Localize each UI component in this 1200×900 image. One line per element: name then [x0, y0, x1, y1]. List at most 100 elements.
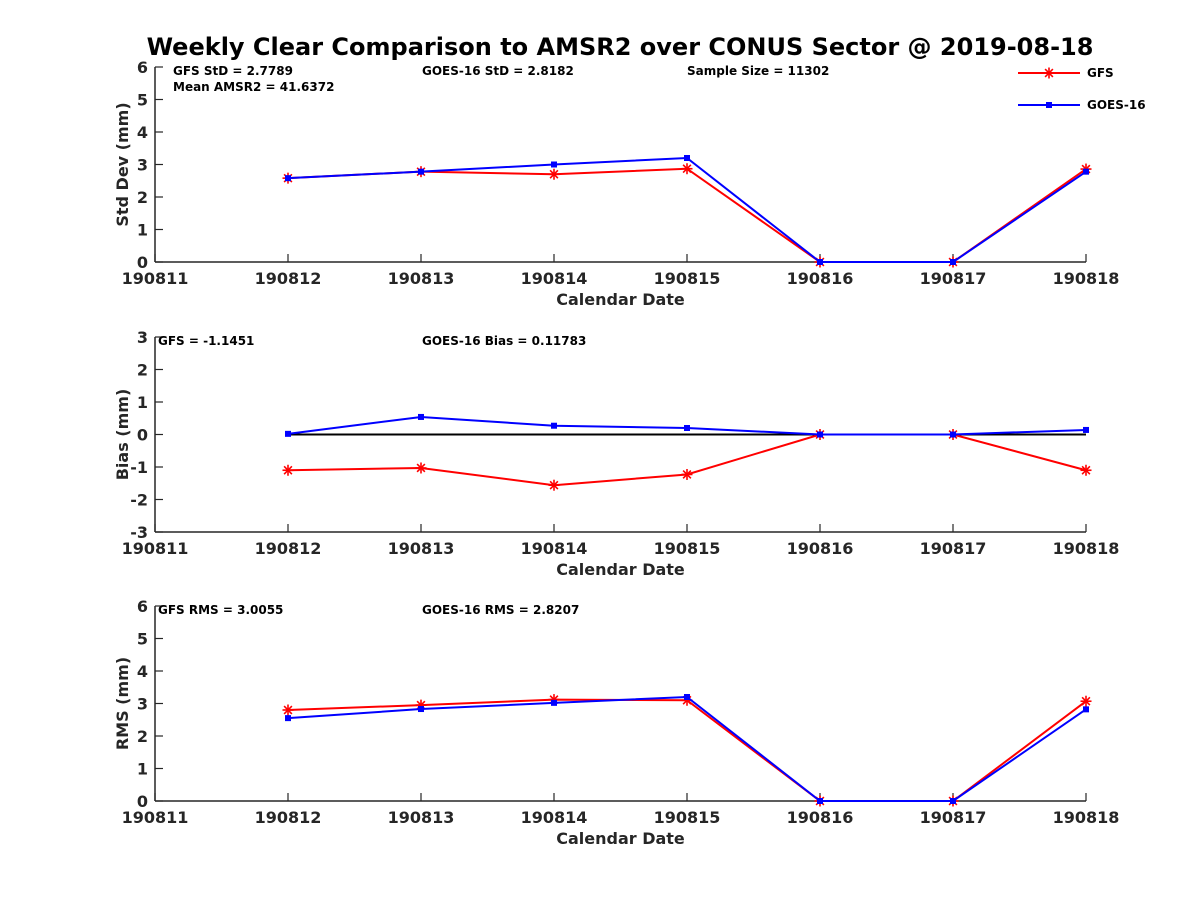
- x-tick-label: 190812: [255, 539, 322, 558]
- y-tick-label: 1: [137, 221, 148, 240]
- y-tick-label: 1: [137, 760, 148, 779]
- data-point-goes-16: [418, 413, 424, 420]
- x-tick-label: 190818: [1053, 269, 1120, 288]
- x-axis-label: Calendar Date: [556, 560, 685, 579]
- data-point-goes-16: [1083, 426, 1089, 433]
- data-point-goes-16: [684, 155, 690, 161]
- data-point-goes-16: [418, 168, 424, 175]
- data-point-goes-16: [1083, 168, 1089, 175]
- y-tick-label: 3: [137, 156, 148, 175]
- x-tick-label: 190816: [787, 269, 854, 288]
- data-point-gfs: [681, 468, 693, 480]
- legend-marker: [1043, 67, 1055, 79]
- x-tick-label: 190814: [521, 269, 588, 288]
- x-tick-label: 190812: [255, 269, 322, 288]
- x-tick-label: 190815: [654, 539, 721, 558]
- data-point-goes-16: [285, 430, 291, 437]
- data-point-goes-16: [950, 798, 956, 804]
- series-gfs: [282, 429, 1092, 491]
- y-tick-label: 6: [137, 58, 148, 77]
- stat-annotation: GOES-16 RMS = 2.8207: [422, 603, 579, 617]
- x-axis-label: Calendar Date: [556, 290, 685, 309]
- series-goes-16: [285, 694, 1089, 804]
- x-tick-label: 190815: [654, 808, 721, 827]
- x-tick-label: 190816: [787, 808, 854, 827]
- y-axis-label: Bias (mm): [113, 389, 132, 481]
- data-point-goes-16: [551, 422, 557, 429]
- data-point-goes-16: [817, 259, 823, 265]
- legend-label: GOES-16: [1087, 98, 1146, 112]
- x-tick-label: 190817: [920, 539, 987, 558]
- data-point-goes-16: [551, 161, 557, 168]
- series-goes-16: [285, 155, 1089, 265]
- series-line-gfs: [287, 698, 1087, 802]
- x-tick-label: 190811: [122, 539, 189, 558]
- data-point-gfs: [282, 704, 294, 716]
- y-tick-label: 0: [137, 792, 148, 811]
- x-tick-label: 190817: [920, 808, 987, 827]
- stat-annotation: GFS = -1.1451: [158, 334, 254, 348]
- y-tick-label: -2: [130, 491, 148, 510]
- x-tick-label: 190817: [920, 269, 987, 288]
- panel-bias-mm: 190811 190812 190813 190814 190815 190816 1908…: [113, 328, 1119, 579]
- y-tick-label: 2: [137, 727, 148, 746]
- stat-annotation: GFS RMS = 3.0055: [158, 603, 283, 617]
- stat-annotation: GOES-16 Bias = 0.11783: [422, 334, 586, 348]
- y-tick-label: 2: [137, 188, 148, 207]
- y-tick-label: 5: [137, 91, 148, 110]
- y-tick-label: -3: [130, 523, 148, 542]
- series-line-goes-16: [287, 695, 1087, 802]
- data-point-goes-16: [1083, 706, 1089, 713]
- stat-annotation: Sample Size = 11302: [687, 64, 829, 78]
- data-point-goes-16: [817, 431, 823, 438]
- x-tick-label: 190813: [388, 808, 455, 827]
- x-tick-label: 190812: [255, 808, 322, 827]
- x-tick-label: 190813: [388, 269, 455, 288]
- data-point-goes-16: [285, 175, 291, 182]
- chart-title: Weekly Clear Comparison to AMSR2 over CO…: [147, 33, 1094, 61]
- series-gfs: [282, 163, 1092, 268]
- x-tick-label: 190814: [521, 808, 588, 827]
- y-tick-label: 0: [137, 426, 148, 445]
- stat-annotation: GFS StD = 2.7789: [173, 64, 293, 78]
- y-tick-label: -1: [130, 458, 148, 477]
- legend-item-goes-16: GOES-16: [1018, 98, 1146, 112]
- data-point-goes-16: [418, 706, 424, 713]
- panels: 190811 190812 190813 190814 190815 190816 1908…: [113, 58, 1119, 848]
- data-point-gfs: [681, 163, 693, 175]
- series-line-gfs: [287, 167, 1087, 263]
- y-tick-label: 3: [137, 695, 148, 714]
- data-point-gfs: [1080, 464, 1092, 476]
- data-point-gfs: [548, 168, 560, 180]
- y-tick-label: 2: [137, 361, 148, 380]
- data-point-goes-16: [950, 259, 956, 265]
- x-tick-label: 190811: [122, 808, 189, 827]
- x-tick-label: 190811: [122, 269, 189, 288]
- panel-rms-mm: 190811 190812 190813 190814 190815 190816 1908…: [113, 597, 1119, 848]
- legend: GFS GOES-16: [1018, 66, 1146, 112]
- series-goes-16: [285, 413, 1089, 438]
- legend-label: GFS: [1087, 66, 1114, 80]
- y-tick-label: 1: [137, 393, 148, 412]
- data-point-gfs: [1080, 695, 1092, 707]
- legend-item-gfs: GFS: [1018, 66, 1114, 80]
- x-tick-label: 190816: [787, 539, 854, 558]
- data-point-goes-16: [950, 431, 956, 438]
- x-tick-label: 190818: [1053, 808, 1120, 827]
- y-axis-label: RMS (mm): [113, 657, 132, 750]
- data-point-gfs: [282, 464, 294, 476]
- data-point-goes-16: [285, 715, 291, 722]
- data-point-goes-16: [551, 699, 557, 706]
- x-tick-label: 190814: [521, 539, 588, 558]
- data-point-goes-16: [684, 694, 690, 700]
- panel-std-dev-mm: 190811 190812 190813 190814 190815 190816 1908…: [113, 58, 1119, 309]
- y-tick-label: 5: [137, 630, 148, 649]
- y-tick-label: 4: [137, 662, 148, 681]
- data-point-gfs: [548, 479, 560, 491]
- y-tick-label: 0: [137, 253, 148, 272]
- stat-annotation: GOES-16 StD = 2.8182: [422, 64, 574, 78]
- data-point-gfs: [415, 462, 427, 474]
- x-axis-label: Calendar Date: [556, 829, 685, 848]
- data-point-goes-16: [684, 425, 690, 431]
